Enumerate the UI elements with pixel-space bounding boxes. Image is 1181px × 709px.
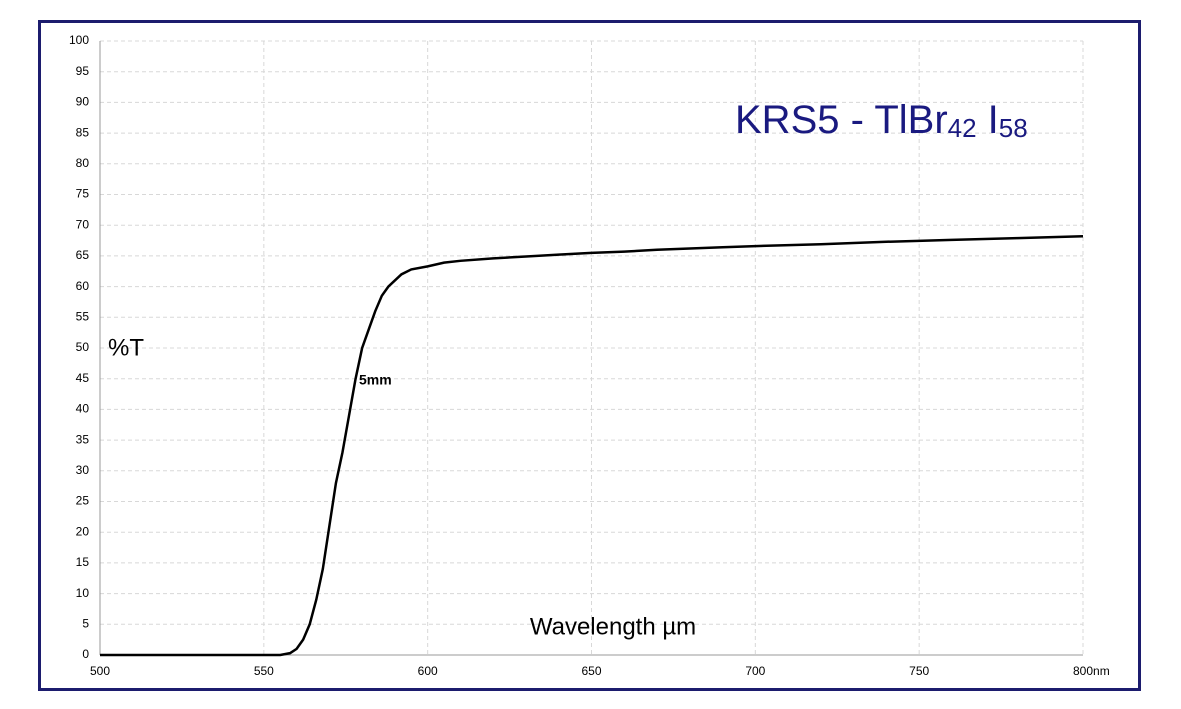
x-tick-label: 650 — [581, 664, 601, 678]
y-tick-label: 25 — [76, 494, 90, 508]
title-subscript: 42 — [948, 113, 977, 143]
y-tick-label: 95 — [76, 64, 90, 78]
y-tick-label: 50 — [76, 340, 90, 354]
y-tick-label: 65 — [76, 248, 90, 262]
y-tick-label: 40 — [76, 402, 90, 416]
y-tick-label: 20 — [76, 524, 90, 538]
y-tick-label: 0 — [82, 647, 89, 661]
chart-title: KRS5 - TlBr42 I58 — [735, 98, 1028, 143]
y-tick-label: 100 — [69, 33, 89, 47]
y-tick-label: 10 — [76, 586, 90, 600]
title-text: KRS5 - TlBr — [735, 98, 948, 142]
x-axis-label: Wavelength µm — [530, 613, 696, 640]
y-tick-label: 85 — [76, 125, 90, 139]
x-tick-label: 750 — [909, 664, 929, 678]
y-tick-label: 90 — [76, 95, 90, 109]
series-label: 5mm — [359, 372, 392, 388]
x-tick-label: 700 — [745, 664, 765, 678]
x-tick-label: 800nm — [1073, 664, 1110, 678]
y-tick-label: 60 — [76, 279, 90, 293]
x-tick-label: 600 — [418, 664, 438, 678]
y-tick-label: 45 — [76, 371, 90, 385]
y-tick-label: 5 — [82, 616, 89, 630]
title-text: I — [977, 98, 999, 142]
y-tick-label: 30 — [76, 463, 90, 477]
data-line — [100, 235, 1084, 657]
y-tick-label: 75 — [76, 187, 90, 201]
y-tick-label: 55 — [76, 309, 90, 323]
x-tick-label: 500 — [90, 664, 110, 678]
y-tick-label: 80 — [76, 156, 90, 170]
x-tick-label: 550 — [254, 664, 274, 678]
y-tick-label: 70 — [76, 217, 90, 231]
frame — [38, 20, 1141, 691]
title-subscript: 58 — [999, 113, 1028, 143]
y-axis-label: %T — [108, 334, 144, 361]
y-tick-label: 35 — [76, 432, 90, 446]
y-tick-label: 15 — [76, 555, 90, 569]
